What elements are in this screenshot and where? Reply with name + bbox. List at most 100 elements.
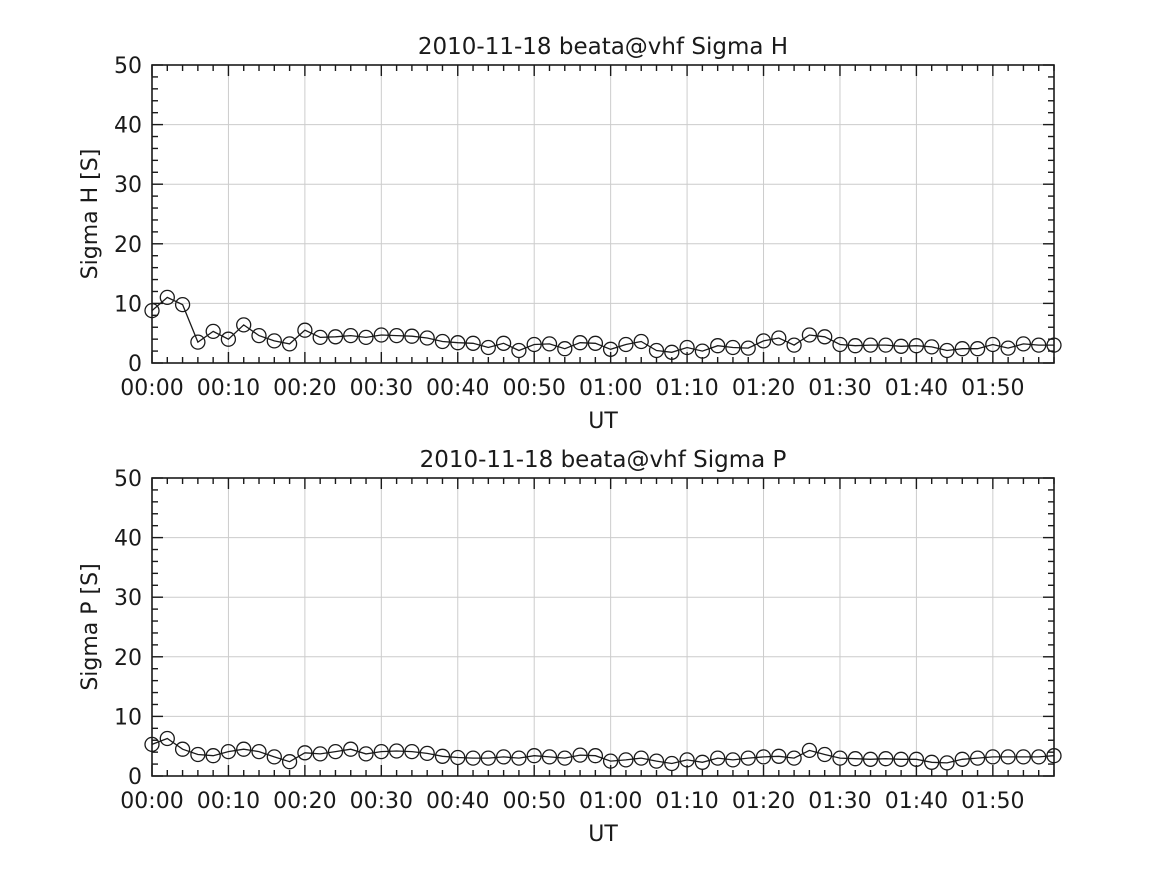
y-tick-label: 10 [114,705,142,730]
data-point-marker [373,327,389,343]
y-tick-label: 0 [128,765,142,790]
data-point-marker [526,336,542,353]
data-point-marker [434,748,451,764]
data-point-marker [847,338,863,354]
data-point-marker [174,296,191,313]
data-point-marker [266,333,282,349]
data-point-marker [633,750,649,766]
data-point-marker [969,341,986,357]
data-point-marker [862,337,879,353]
data-point-marker [419,330,435,346]
data-point-marker [541,336,558,352]
y-tick-label: 0 [128,352,142,377]
y-tick-label: 40 [114,114,142,139]
x-tick-label: 00:00 [120,789,183,814]
data-point-marker [817,746,833,763]
data-point-marker [710,750,726,766]
data-point-marker [1046,748,1062,764]
data-point-marker [587,335,604,351]
data-point-marker [297,322,313,338]
data-point-marker [954,341,970,357]
axes-box [151,64,1055,364]
chart-title: 2010-11-18 beata@vhf Sigma H [418,34,788,60]
data-point-marker [633,333,649,350]
x-tick-label: 00:10 [197,376,260,401]
y-tick-label: 40 [114,527,142,552]
data-point-marker [679,339,695,356]
data-point-marker [312,746,328,762]
data-point-marker [1046,337,1062,353]
x-tick-label: 01:00 [579,789,642,814]
data-point-marker [969,750,986,766]
data-point-marker [1000,340,1016,356]
data-point-marker [159,730,175,747]
data-point-marker [205,748,221,764]
y-tick-label: 20 [114,233,142,258]
data-point-marker [908,338,925,354]
data-point-marker [847,751,863,767]
data-point-marker [251,743,267,760]
data-point-marker [557,341,573,357]
data-point-marker [587,748,604,764]
data-point-marker [388,743,405,759]
data-point-marker [740,750,756,766]
x-tick-label: 00:40 [426,376,489,401]
data-point-marker [388,327,405,344]
data-point-marker [495,749,512,765]
x-tick-label: 01:50 [961,376,1024,401]
x-tick-label: 00:20 [273,376,336,401]
data-point-marker [893,751,909,767]
x-tick-label: 01:40 [885,789,948,814]
data-point-marker [664,755,680,772]
x-tick-label: 01:20 [732,789,795,814]
x-tick-label: 00:10 [197,789,260,814]
data-point-marker [480,339,496,356]
data-point-marker [710,338,726,354]
data-point-marker [205,323,221,340]
y-axis-label: Sigma P [S] [78,563,103,690]
data-point-marker [725,752,741,768]
axes-box [151,477,1055,777]
data-point-marker [327,743,344,760]
data-point-marker [1000,749,1016,765]
x-tick-label: 01:30 [808,376,871,401]
data-point-marker [1031,749,1047,765]
data-point-marker [985,749,1001,765]
data-point-marker [1015,749,1032,765]
data-line [151,737,1055,765]
data-point-marker [939,755,955,771]
data-point-marker [236,317,252,333]
data-point-marker [893,338,909,354]
y-tick-label: 30 [114,173,142,198]
data-point-marker [358,746,374,762]
data-point-marker [480,750,496,766]
data-point-marker [220,743,237,760]
data-point-marker [602,753,619,769]
data-point-marker [572,747,588,763]
data-point-marker [159,289,175,306]
data-point-marker [786,337,802,353]
x-axis-label: UT [588,822,618,847]
data-point-marker [557,750,573,766]
data-point-marker [450,749,466,766]
data-point-marker [251,327,267,344]
data-point-marker [786,750,802,766]
data-point-marker [924,339,940,355]
data-point-marker [572,335,588,351]
data-point-marker [174,741,191,757]
data-point-marker [771,748,787,764]
data-point-marker [526,748,542,764]
data-point-marker [190,334,206,350]
data-point-marker [144,736,160,753]
data-point-marker [1015,336,1032,352]
x-tick-label: 00:00 [120,376,183,401]
x-tick-label: 01:10 [655,376,718,401]
x-tick-label: 00:50 [503,789,566,814]
data-point-marker [404,328,420,344]
data-point-marker [832,750,848,766]
data-point-marker [297,745,313,761]
x-axis-label: UT [588,409,618,434]
data-point-marker [465,335,481,351]
data-point-marker [648,342,665,359]
